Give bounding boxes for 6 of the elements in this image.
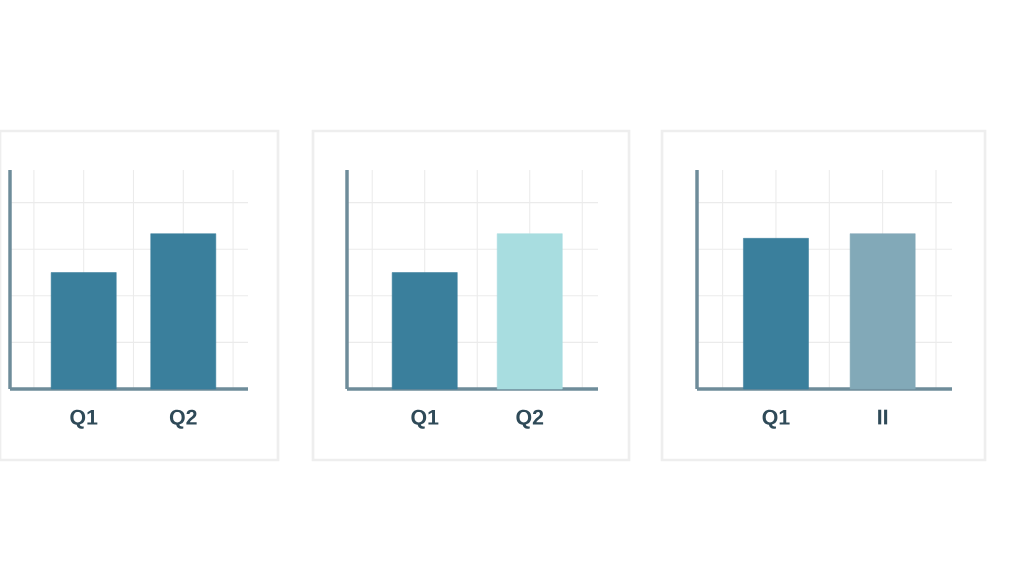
- x-tick-label: Q1: [70, 409, 98, 429]
- x-tick-label: II: [878, 409, 888, 425]
- x-tick-label: Q2: [169, 409, 197, 429]
- x-tick-label: Q1: [762, 409, 790, 429]
- x-tick-label: Q2: [516, 409, 544, 429]
- x-tick-label: Q1: [411, 409, 439, 429]
